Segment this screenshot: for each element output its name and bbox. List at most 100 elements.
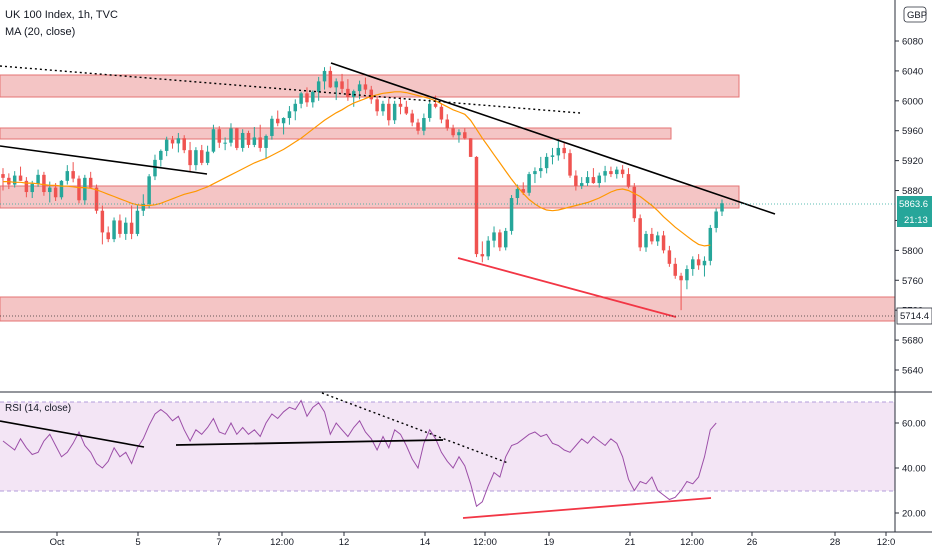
- rsi-trendline-red[interactable]: [462, 497, 712, 519]
- trendline-dotted-top[interactable]: [0, 65, 581, 114]
- candle-body: [188, 150, 192, 166]
- candle-body: [276, 118, 280, 124]
- candle-body: [626, 174, 631, 187]
- candle-body: [439, 106, 444, 120]
- candle-body: [556, 147, 561, 156]
- candle-body: [673, 263, 677, 276]
- candle-body: [527, 174, 531, 193]
- candle-body: [422, 118, 426, 131]
- candle-body: [574, 175, 578, 187]
- rsi-band: [0, 402, 895, 491]
- rsi-axis[interactable]: 60.00 40.00 20.00: [895, 419, 926, 520]
- ma-legend[interactable]: MA (20, close): [5, 26, 75, 38]
- candle-body: [468, 138, 473, 157]
- countdown-label: 21:13: [904, 215, 928, 226]
- time-tick-label: Oct: [50, 537, 65, 548]
- candle-body: [299, 93, 303, 104]
- countdown-badge: [897, 212, 932, 227]
- candle-body: [53, 187, 58, 198]
- candle-body: [48, 187, 52, 193]
- candle-body: [12, 175, 17, 185]
- candle-body: [650, 233, 654, 242]
- candle-body: [194, 150, 198, 166]
- time-tick-label: 21: [625, 537, 636, 548]
- candle-body: [398, 103, 403, 107]
- candle-body: [521, 189, 525, 193]
- rsi-tick-label: 60.00: [902, 419, 926, 430]
- candle-body: [544, 156, 549, 169]
- candle-body: [270, 118, 274, 136]
- candle-body: [603, 171, 607, 176]
- time-axis[interactable]: Oct 5 7 12:00 12 14 12:00 19 21 12:00 26 28 12:0: [50, 532, 896, 548]
- candle-body: [685, 269, 689, 281]
- candle-body: [71, 171, 75, 179]
- price-tick-label: 5960: [902, 126, 923, 137]
- price-tick-label: 5800: [902, 246, 923, 257]
- candle-body: [182, 138, 186, 151]
- candle-body: [153, 159, 157, 177]
- support-resistance-zones: [0, 74, 896, 322]
- candle-body: [533, 171, 537, 175]
- time-tick-label: 12:00: [680, 537, 704, 548]
- candle-body: [340, 81, 344, 89]
- candle-body: [223, 142, 227, 144]
- candle-body: [164, 139, 169, 151]
- price-tick-label: 6080: [902, 37, 923, 48]
- last-price-badge: [897, 196, 932, 212]
- trendline-main-resistance[interactable]: [330, 62, 776, 215]
- price-tick-label: 6000: [902, 96, 923, 107]
- time-tick-label: 19: [544, 537, 555, 548]
- drawings[interactable]: [0, 62, 776, 519]
- resistance-zone-mid: [0, 127, 672, 140]
- candle-body: [457, 132, 461, 136]
- candle-body: [141, 204, 146, 211]
- candle-body: [281, 118, 286, 124]
- resistance-zone-current: [0, 185, 740, 209]
- symbol-title[interactable]: UK 100 Index, 1h, TVC: [5, 9, 118, 21]
- candle-body: [480, 254, 485, 257]
- candle-body: [375, 99, 379, 112]
- candle-body: [88, 177, 93, 188]
- rsi-panel: [0, 399, 895, 508]
- rsi-line: [2, 399, 717, 508]
- candle-body: [550, 155, 555, 157]
- candle-body: [211, 129, 216, 152]
- candle-body: [392, 103, 397, 121]
- time-tick-label: 12:00: [473, 537, 497, 548]
- candle-body: [691, 259, 695, 270]
- rsi-legend[interactable]: RSI (14, close): [5, 403, 71, 414]
- time-tick-label: 28: [830, 537, 841, 548]
- candle-body: [305, 93, 309, 103]
- candle-body: [229, 128, 233, 143]
- candle-body: [509, 198, 514, 231]
- candle-body: [328, 70, 333, 88]
- candle-body: [77, 178, 81, 201]
- rsi-tick-label: 40.00: [902, 464, 926, 475]
- candle-body: [720, 203, 724, 212]
- time-tick-label: 5: [135, 537, 140, 548]
- trendline-red-support[interactable]: [457, 257, 677, 318]
- candle-body: [381, 103, 385, 112]
- rsi-trendline-left[interactable]: [0, 420, 145, 448]
- price-tick-label: 5920: [902, 156, 923, 167]
- candle-body: [24, 180, 29, 193]
- candle-body: [427, 103, 432, 119]
- candle-body: [632, 186, 637, 219]
- candle-body: [498, 232, 502, 248]
- candle-body: [696, 259, 701, 266]
- candle-body: [36, 174, 40, 184]
- rsi-trendline-mid[interactable]: [175, 439, 444, 446]
- candle-body: [503, 230, 508, 248]
- candle-body: [492, 232, 496, 241]
- marker-price-badge: [896, 307, 932, 325]
- candle-body: [264, 135, 268, 148]
- candle-body: [416, 122, 420, 131]
- trendline-left-resistance[interactable]: [0, 145, 208, 175]
- time-tick-label: 14: [420, 537, 431, 548]
- candle-body: [708, 227, 713, 261]
- candle-body: [200, 150, 204, 163]
- candle-body: [1, 174, 5, 178]
- rsi-trendline-dotted[interactable]: [321, 392, 509, 464]
- currency-badge[interactable]: [903, 6, 927, 23]
